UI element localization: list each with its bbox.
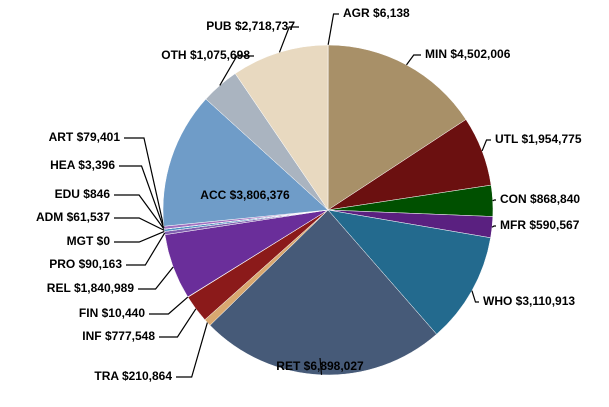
category-label: FIN [79,306,98,320]
slice-label: ART $79,401 [49,130,121,144]
slice-label: ADM $61,537 [36,210,110,224]
category-label: EDU [55,187,80,201]
value-label: $846 [83,187,110,201]
category-label: MIN [425,47,447,61]
value-label: $2,718,737 [235,19,295,33]
category-label: RET [276,359,301,373]
category-label: MFR [500,218,526,232]
slice-label: WHO $3,110,913 [483,294,575,308]
value-label: $90,163 [79,257,123,271]
value-label: $79,401 [77,130,121,144]
value-label: $777,548 [105,329,155,343]
leader-line [491,225,496,228]
leader-line [327,13,339,46]
slice-label: CON $868,840 [500,192,580,206]
category-label: PRO [49,257,75,271]
slice-label: INF $777,548 [82,329,155,343]
category-label: AGR [343,6,370,20]
value-label: $4,502,006 [450,47,510,61]
value-label: $6,898,027 [304,359,364,373]
slice-label: PUB $2,718,737 [206,19,295,33]
leader-line [119,165,165,230]
leader-line [176,322,208,378]
pie-slice [327,209,491,335]
value-label: $3,396 [78,158,115,172]
value-label: $3,806,376 [230,188,290,202]
category-label: PUB [206,19,232,33]
category-label: TRA [94,369,119,383]
leader-line [219,55,254,86]
slice-label: AGR $6,138 [343,6,410,20]
leader-line [149,296,189,315]
slice-label: OTH $1,075,698 [161,48,250,62]
slice-label: HEA $3,396 [50,158,115,172]
category-label: OTH [161,48,186,62]
value-label: $6,138 [373,6,410,20]
category-label: MGT [67,234,94,248]
leader-line [124,137,165,228]
value-label: $0 [97,234,111,248]
category-label: ART [49,130,74,144]
leader-line [471,290,479,303]
leader-line [278,26,299,53]
leader-line [406,54,421,66]
value-label: $868,840 [530,192,580,206]
slice-label: MIN $4,502,006 [425,47,511,61]
leader-line [159,308,197,338]
value-label: $1,840,989 [74,281,134,295]
leader-line [492,199,496,202]
leader-line [114,230,165,243]
slice-label: REL $1,840,989 [47,281,135,295]
slice-label: EDU $846 [55,187,111,201]
category-label: INF [82,329,101,343]
leader-line [114,217,165,231]
slice-label: FIN $10,440 [79,306,145,320]
value-label: $3,110,913 [516,294,576,308]
slice-label: TRA $210,864 [94,369,172,383]
value-label: $210,864 [122,369,172,383]
category-label: ACC [200,188,226,202]
value-label: $61,537 [67,210,111,224]
pie-slice [162,98,329,227]
value-label: $10,440 [102,306,146,320]
value-label: $1,075,698 [190,48,250,62]
slice-label: UTL $1,954,775 [495,132,582,146]
slice-label: RET $6,898,027 [276,359,364,373]
value-label: $1,954,775 [521,132,581,146]
slice-label: PRO $90,163 [49,257,122,271]
category-label: WHO [483,294,512,308]
category-label: ADM [36,210,63,224]
leader-line [138,266,174,290]
slice-label: MGT $0 [67,234,111,248]
leader-line [126,232,166,266]
category-label: UTL [495,132,518,146]
slice-label: ACC $3,806,376 [200,188,290,202]
leader-line [319,357,323,375]
slice-label: MFR $590,567 [500,218,580,232]
pie-slice [209,209,437,376]
leader-line [481,139,491,152]
category-label: CON [500,192,527,206]
category-label: HEA [50,158,76,172]
value-label: $590,567 [529,218,579,232]
category-label: REL [47,281,71,295]
leader-line [114,194,165,230]
